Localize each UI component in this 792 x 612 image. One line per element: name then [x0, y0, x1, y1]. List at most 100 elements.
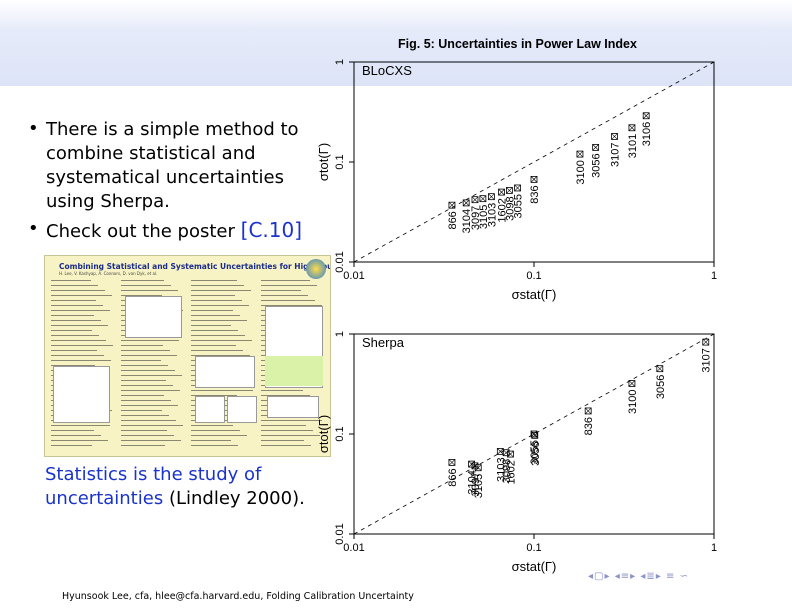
y-axis-label: σtot(Γ): [318, 415, 331, 453]
point-label: 836: [529, 185, 541, 203]
poster-text-line: [51, 290, 105, 291]
y-tick-label: 0.1: [334, 426, 346, 441]
poster-text-line: [51, 365, 95, 366]
poster-figure: [195, 396, 225, 423]
poster-text-line: [51, 340, 106, 341]
data-point: [498, 188, 505, 196]
poster-text-line: [261, 295, 308, 296]
poster-text-line: [261, 420, 322, 421]
poster-text-line: [261, 285, 317, 286]
point-label: 866: [447, 211, 459, 229]
poster-text-line: [261, 290, 301, 291]
poster-text-line: [191, 355, 250, 356]
nav-prev-section-icon[interactable]: ◂: [614, 571, 621, 582]
poster-text-line: [191, 395, 237, 396]
poster-text-line: [121, 405, 178, 406]
poster-text-line: [121, 445, 165, 446]
data-point: [592, 143, 600, 151]
title-band: [0, 0, 792, 86]
panel-label: BLoCXS: [362, 63, 412, 78]
data-point: [462, 199, 470, 207]
data-point: [471, 196, 479, 204]
poster-highlight-box: [265, 356, 323, 386]
poster-text-line: [191, 305, 249, 306]
poster-text-line: [191, 325, 231, 326]
nav-prev-subsection-icon[interactable]: ◂: [640, 571, 647, 582]
point-label: 3097: [470, 206, 482, 230]
poster-text-line: [121, 290, 178, 291]
point-label: 1602: [505, 460, 517, 484]
poster-text-line: [191, 310, 233, 311]
poster-text-line: [51, 305, 103, 306]
poster-text-line: [261, 305, 322, 306]
data-point: [656, 365, 664, 373]
poster-text-line: [121, 440, 181, 441]
poster-figure: [267, 396, 319, 418]
nav-next-frame-icon[interactable]: ▸: [604, 571, 611, 582]
nav-prev-frame-icon[interactable]: ◂: [588, 571, 595, 582]
bullet-dot-icon: •: [28, 218, 39, 239]
point-label: 3107: [701, 348, 713, 372]
nav-align-icon[interactable]: ≡: [665, 571, 676, 582]
data-point: [702, 338, 710, 346]
panel-label: Sherpa: [362, 335, 405, 350]
poster-text-line: [261, 280, 310, 281]
data-point: [576, 150, 584, 158]
point-label: 1602: [497, 198, 509, 222]
poster-text-line: [121, 430, 167, 431]
poster-figure: [195, 356, 255, 388]
nav-next-section-icon[interactable]: ▸: [630, 571, 637, 582]
point-label: 3103: [486, 203, 498, 227]
data-point: [488, 193, 495, 201]
poster-text-line: [51, 435, 101, 436]
nav-frame-icon: ▢: [594, 571, 605, 582]
poster-text-line: [191, 440, 231, 441]
point-label: 3103: [495, 457, 507, 481]
poster-text-line: [121, 395, 164, 396]
data-point: [611, 133, 618, 140]
point-label: 3055: [513, 194, 525, 218]
poster-text-line: [191, 345, 236, 346]
poster-text-line: [121, 385, 173, 386]
y-axis-label: σtot(Γ): [318, 143, 331, 181]
data-point: [642, 112, 650, 120]
poster-text-line: [121, 420, 176, 421]
point-label: 836: [583, 417, 595, 435]
poster-citation-link[interactable]: [C.10]: [240, 218, 303, 242]
beamer-navigation[interactable]: ◂▢▸ ◂≡▸ ◂≣▸ ≡ ∽: [588, 571, 689, 582]
figure-title: Fig. 5: Uncertainties in Power Law Index: [398, 37, 637, 51]
poster-text-line: [261, 425, 306, 426]
poster-text-line: [121, 280, 164, 281]
plot-frame: [353, 61, 715, 263]
poster-text-line: [261, 395, 310, 396]
poster-text-line: [261, 390, 303, 391]
poster-thumbnail: Combining Statistical and Systematic Unc…: [44, 255, 331, 457]
poster-text-line: [191, 425, 233, 426]
point-label: 3098: [504, 196, 516, 220]
bullet-list: • There is a simple method to combine st…: [26, 118, 316, 248]
poster-text-line: [121, 370, 175, 371]
poster-text-line: [121, 390, 180, 391]
poster-text-line: [51, 440, 108, 441]
chart-sherpa: 0.01 0.1 1 0.01 0.1 1 Sherpa σstat(Γ) σtot(Γ) 866…: [318, 331, 717, 574]
x-axis-label: σstat(Γ): [512, 287, 557, 302]
nav-subsection-icon: ≣: [646, 571, 656, 582]
poster-text-line: [191, 280, 237, 281]
bullet-text: There is a simple method to combine stat…: [46, 119, 299, 212]
point-label: 3056: [655, 375, 667, 399]
data-point: [448, 458, 456, 466]
data-point: [507, 450, 514, 458]
poster-text-line: [191, 340, 252, 341]
data-point: [514, 184, 521, 192]
poster-text-line: [191, 285, 244, 286]
poster-text-line: [121, 410, 162, 411]
poster-text-line: [51, 285, 98, 286]
poster-text-line: [51, 300, 96, 301]
poster-text-line: [191, 335, 245, 336]
quote-text: Statistics is the study of uncertainties: [45, 464, 262, 509]
nav-next-subsection-icon[interactable]: ▸: [655, 571, 662, 582]
nav-search-icon[interactable]: ∽: [679, 571, 689, 582]
data-point: [628, 380, 636, 387]
x-axis-label: σstat(Γ): [512, 559, 557, 574]
poster-text-line: [261, 430, 313, 431]
